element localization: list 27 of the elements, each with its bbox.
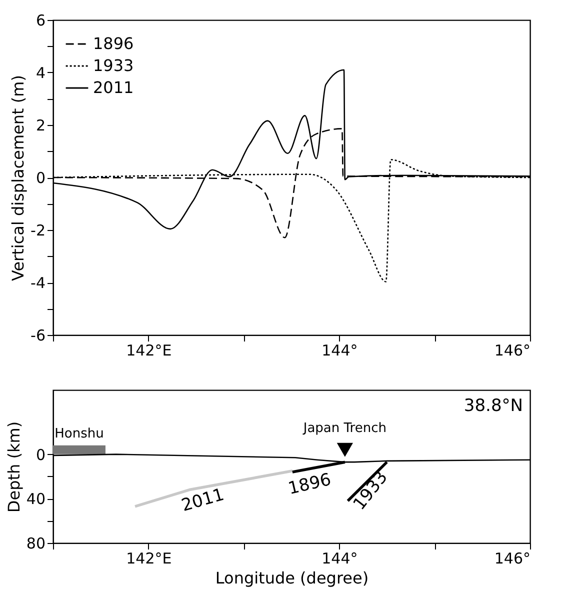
annotation: 38.8°N	[464, 396, 523, 416]
x-tick-label: 144°	[322, 550, 358, 568]
y-tick-label: -4	[30, 274, 46, 292]
x-tick-label: 146°	[494, 550, 530, 568]
x-axis-title: Longitude (degree)	[215, 568, 369, 588]
y-axis-title: Vertical displacement (m)	[8, 75, 28, 281]
legend-label: 2011	[93, 78, 134, 97]
x-tick-label: 146°	[494, 342, 530, 360]
y-tick-label: 40	[26, 490, 46, 508]
annotation: Japan Trench	[302, 420, 386, 436]
x-tick-label: 144°	[322, 342, 358, 360]
y-tick-label: 4	[36, 64, 46, 82]
y-tick-label: 0	[36, 169, 46, 187]
y-tick-label: -2	[30, 222, 46, 240]
legend-label: 1933	[93, 56, 134, 75]
annotation: Honshu	[54, 426, 104, 442]
y-tick-label: 80	[26, 534, 46, 552]
y-tick-label: 6	[36, 12, 46, 30]
x-tick-label: 142°E	[126, 342, 172, 360]
legend-label: 1896	[93, 34, 134, 53]
annotation: 1896	[286, 470, 334, 500]
x-tick-label: 142°E	[126, 550, 172, 568]
y-tick-label: 2	[36, 116, 46, 134]
y-tick-label: -6	[30, 326, 46, 344]
y-axis-title: Depth (km)	[4, 421, 24, 513]
annotation: 2011	[179, 484, 226, 516]
y-tick-label: 0	[36, 446, 46, 464]
